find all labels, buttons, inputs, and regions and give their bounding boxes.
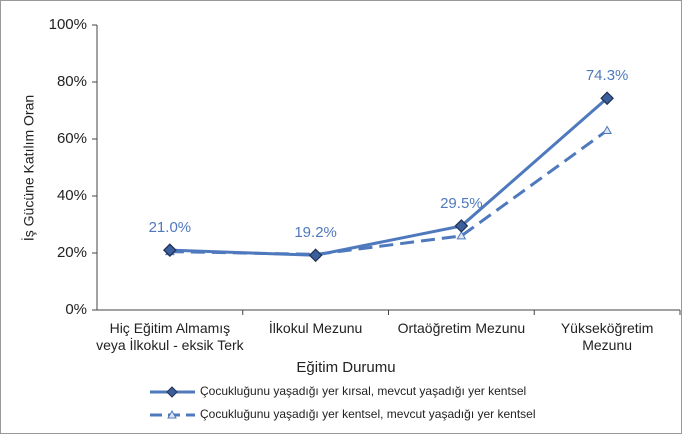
legend-marker <box>166 386 178 398</box>
legend-label: Çocukluğunu yaşadığı yer kentsel, mevcut… <box>200 407 536 421</box>
x-axis-title: Eğitim Durumu <box>296 359 395 376</box>
marker <box>163 243 177 257</box>
x-tick-label: Hiç Eğitim Almamış veya İlkokul - eksik … <box>96 320 244 353</box>
x-tick-label: İlkokul Mezunu <box>268 320 363 336</box>
marker <box>600 91 614 106</box>
y-tick-label: 0% <box>65 301 87 318</box>
y-tick-label: 80% <box>57 73 87 90</box>
y-tick-label: 100% <box>49 16 87 33</box>
legend-label: Çocukluğunu yaşadığı yer kırsal, mevcut … <box>200 384 526 398</box>
series-line <box>169 97 609 257</box>
marker <box>454 219 469 233</box>
x-tick-label: Yükseköğretim Mezunu <box>560 320 654 353</box>
y-axis-title: İş Gücüne Katılım Oran <box>20 95 37 241</box>
y-tick-label: 60% <box>57 130 87 147</box>
marker <box>308 248 323 263</box>
y-tick-label: 40% <box>57 187 87 204</box>
data-label: 74.3% <box>586 67 629 84</box>
y-tick-label: 20% <box>57 244 87 261</box>
data-label: 21.0% <box>149 219 192 236</box>
marker <box>456 230 467 240</box>
data-label: 19.2% <box>294 224 337 241</box>
data-label: 29.5% <box>440 195 483 212</box>
x-tick-label: Ortaöğretim Mezunu <box>397 320 526 336</box>
marker <box>602 125 612 134</box>
legend-marker <box>167 409 177 419</box>
